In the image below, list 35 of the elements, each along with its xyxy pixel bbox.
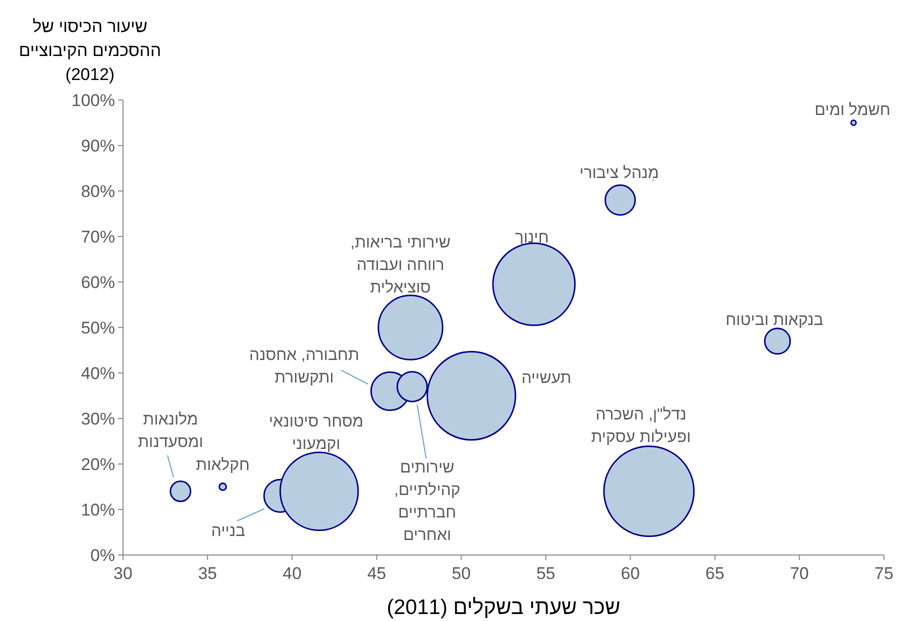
y-tick-label: 90%: [80, 136, 115, 156]
series-label: בנייה: [211, 522, 246, 540]
x-tick-label: 60: [620, 564, 640, 583]
series-label: חשמל ומים: [814, 100, 890, 119]
series-label: שירותי בריאות, רווחה ועבודה סוציאלית: [350, 234, 451, 296]
x-tick-label: 75: [874, 564, 894, 583]
series-label: חינוך: [515, 229, 549, 246]
x-axis-title: שכר שעתי בשקלים (2011): [386, 596, 620, 619]
series-label: בנקאות וביטוח: [726, 312, 824, 330]
y-tick-label: 50%: [80, 318, 115, 338]
series-label: חקלאות: [196, 456, 250, 474]
series-label: מסחר סיטונאי וקמעוני: [268, 413, 364, 453]
x-tick-label: 35: [198, 564, 218, 583]
y-tick-label: 60%: [80, 272, 115, 292]
x-tick-label: 70: [790, 564, 809, 583]
y-tick-label: 0%: [90, 546, 115, 565]
y-tick-label: 20%: [80, 454, 115, 474]
text: שירותים קהילתיים, חברתיים ואחרים: [394, 460, 460, 544]
x-tick-label: 65: [705, 564, 724, 583]
series-label: נדל"ן, השכרה ופעילות עסקית: [591, 405, 691, 446]
y-tick-label: 80%: [80, 182, 115, 201]
y-tick-label: 30%: [80, 409, 115, 428]
y-tick-label: 70%: [80, 227, 115, 246]
y-tick-label: 40%: [80, 364, 115, 383]
x-tick-label: 50: [452, 564, 471, 583]
series-label: תחבורה, אחסנה ותקשורת: [249, 347, 360, 387]
x-tick-label: 30: [114, 564, 132, 583]
y-tick-label: 100%: [72, 90, 115, 110]
text: מלונאות ומסעדנות: [138, 410, 204, 451]
series-label: מִנהל ציבורי: [580, 164, 659, 182]
series-label: תעשייה: [521, 370, 572, 387]
x-tick-label: 40: [282, 564, 302, 583]
y-tick-label: 10%: [80, 500, 115, 520]
x-tick-label: 45: [367, 564, 386, 583]
x-tick-label: 55: [536, 564, 556, 583]
